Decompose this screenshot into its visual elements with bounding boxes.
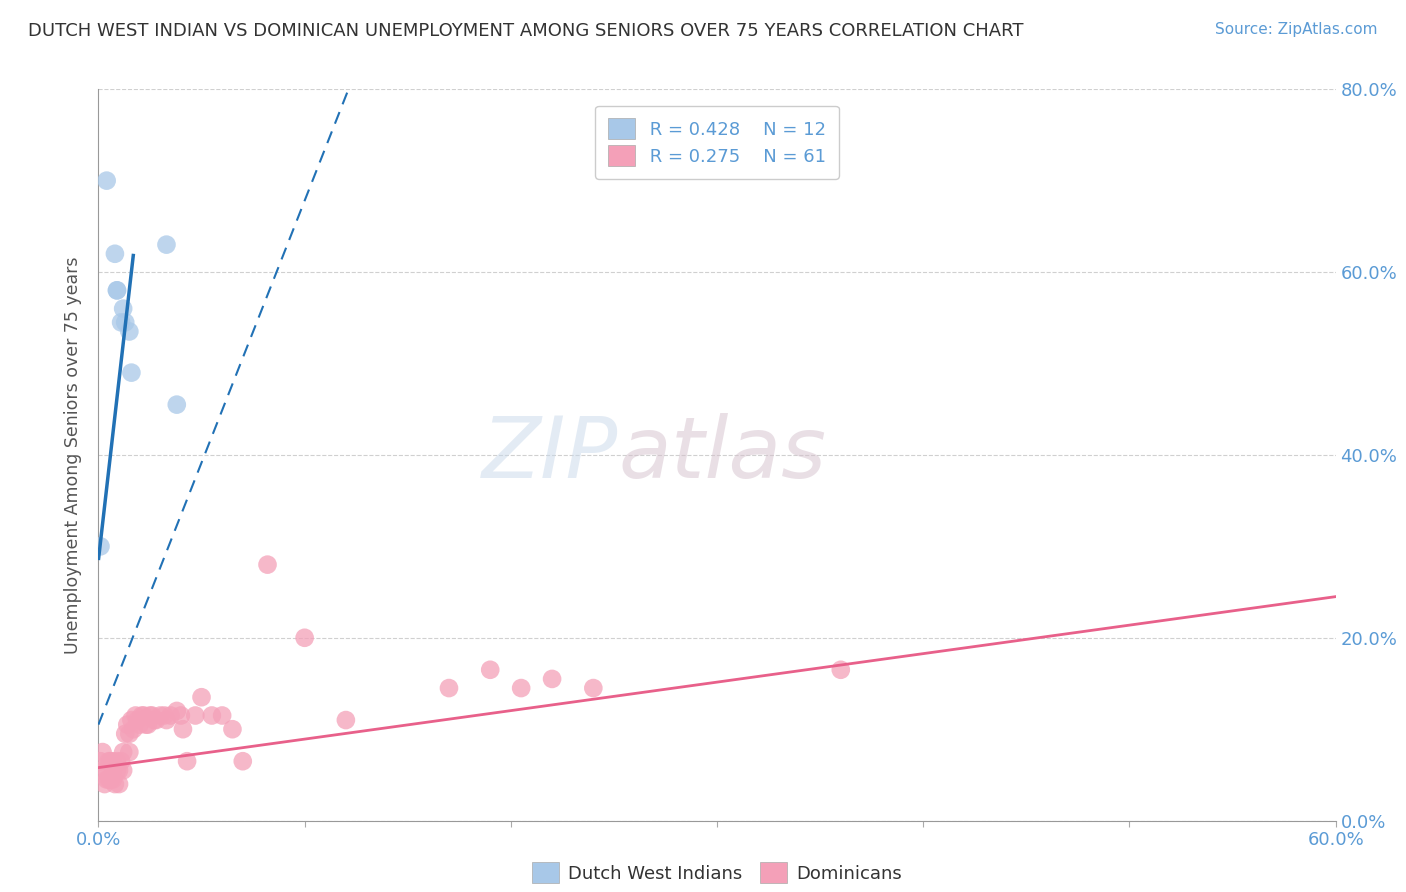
Point	[294, 631, 316, 645]
Point	[104, 246, 127, 260]
Point	[117, 717, 139, 731]
Point	[122, 723, 145, 737]
Point	[118, 727, 141, 741]
Point	[437, 681, 460, 695]
Point	[335, 713, 357, 727]
Point	[105, 764, 128, 778]
Point	[97, 754, 120, 768]
Point	[114, 727, 136, 741]
Point	[96, 772, 118, 787]
Point	[510, 681, 533, 695]
Point	[127, 713, 149, 727]
Point	[112, 745, 135, 759]
Point	[135, 717, 157, 731]
Point	[91, 745, 114, 759]
Point	[166, 398, 188, 412]
Point	[104, 777, 127, 791]
Point	[110, 754, 132, 768]
Point	[143, 713, 166, 727]
Point	[110, 315, 132, 329]
Point	[97, 772, 120, 787]
Point	[582, 681, 605, 695]
Point	[149, 708, 172, 723]
Point	[190, 690, 212, 705]
Point	[145, 713, 167, 727]
Point	[166, 704, 188, 718]
Point	[120, 713, 142, 727]
Point	[96, 174, 118, 188]
Point	[100, 754, 122, 768]
Point	[172, 723, 194, 737]
Y-axis label: Unemployment Among Seniors over 75 years: Unemployment Among Seniors over 75 years	[65, 256, 83, 654]
Point	[176, 754, 198, 768]
Point	[91, 764, 114, 778]
Point	[105, 284, 128, 298]
Point	[118, 745, 141, 759]
Point	[108, 764, 131, 778]
Point	[232, 754, 254, 768]
Point	[132, 708, 155, 723]
Point	[118, 325, 141, 339]
Legend: Dutch West Indians, Dominicans: Dutch West Indians, Dominicans	[523, 853, 911, 892]
Point	[153, 708, 176, 723]
Point	[101, 754, 124, 768]
Text: Source: ZipAtlas.com: Source: ZipAtlas.com	[1215, 22, 1378, 37]
Point	[96, 764, 118, 778]
Point	[105, 754, 128, 768]
Point	[256, 558, 278, 572]
Point	[131, 708, 153, 723]
Point	[89, 539, 111, 553]
Point	[830, 663, 852, 677]
Point	[112, 301, 135, 316]
Point	[136, 717, 159, 731]
Point	[170, 708, 193, 723]
Point	[211, 708, 233, 723]
Point	[124, 708, 146, 723]
Point	[201, 708, 224, 723]
Point	[159, 708, 181, 723]
Point	[101, 764, 124, 778]
Text: DUTCH WEST INDIAN VS DOMINICAN UNEMPLOYMENT AMONG SENIORS OVER 75 YEARS CORRELAT: DUTCH WEST INDIAN VS DOMINICAN UNEMPLOYM…	[28, 22, 1024, 40]
Point	[155, 713, 177, 727]
Point	[139, 708, 162, 723]
Point	[108, 777, 131, 791]
Point	[93, 777, 115, 791]
Point	[479, 663, 502, 677]
Point	[89, 754, 111, 768]
Point	[155, 237, 177, 252]
Text: ZIP: ZIP	[482, 413, 619, 497]
Point	[141, 708, 163, 723]
Point	[128, 717, 150, 731]
Point	[100, 772, 122, 787]
Point	[221, 723, 243, 737]
Point	[105, 284, 128, 298]
Point	[184, 708, 207, 723]
Point	[120, 366, 142, 380]
Text: atlas: atlas	[619, 413, 827, 497]
Point	[114, 315, 136, 329]
Point	[112, 764, 135, 778]
Point	[541, 672, 564, 686]
Point	[101, 772, 124, 787]
